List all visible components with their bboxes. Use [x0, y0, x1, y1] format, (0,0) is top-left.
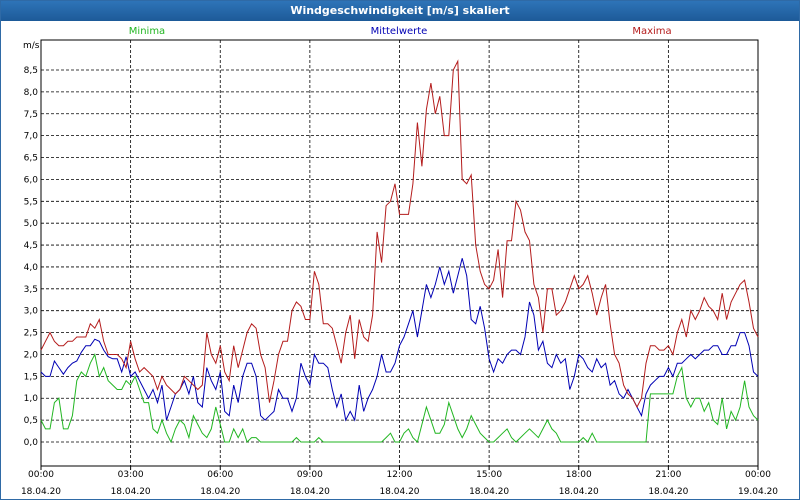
- legend-maxima: Maxima: [632, 26, 671, 37]
- grid: [41, 40, 758, 466]
- x-tick-date: 18.04.20: [21, 487, 61, 497]
- legend-minima: Minima: [129, 26, 165, 37]
- series-line-minima: [40, 353, 759, 444]
- series-line-mittelwerte: [40, 258, 759, 422]
- wind-speed-chart: 8,5 8,0 7,5 7,0 6,5 6,0 5,5 5,0 4,5 4,0 3,5 3,0 2,5 2…: [21, 26, 778, 497]
- x-tick-time: 12:00: [387, 470, 413, 480]
- series-line-maxima: [40, 59, 759, 409]
- x-tick-time: 15:00: [476, 470, 502, 480]
- y-tick-label: 8,5: [24, 66, 38, 76]
- y-axis: 8,5 8,0 7,5 7,0 6,5 6,0 5,5 5,0 4,5 4,0 3,5 3,0 2,5 2…: [24, 66, 39, 448]
- y-tick-label: 5,0: [24, 219, 39, 229]
- series-lines: [40, 59, 759, 444]
- window-title-bar: Windgeschwindigkeit [m/s] skaliert: [1, 1, 799, 21]
- x-tick-time: 06:00: [207, 470, 233, 480]
- y-tick-label: 7,0: [24, 132, 39, 142]
- y-tick-label: 7,5: [24, 110, 38, 120]
- y-tick-label: 2,5: [24, 329, 38, 339]
- x-tick-time: 03:00: [118, 470, 144, 480]
- y-tick-label: 4,0: [24, 263, 39, 273]
- x-tick-time: 21:00: [655, 470, 681, 480]
- x-axis: 00:00 18.04.20 03:00 18.04.20 06:00 18.04.20 0…: [21, 466, 778, 497]
- x-tick-date: 18.04.20: [379, 487, 419, 497]
- y-tick-label: 2,0: [24, 350, 39, 360]
- x-tick-date: 18.04.20: [200, 487, 240, 497]
- y-tick-label: 0,5: [24, 416, 38, 426]
- y-tick-label: 6,5: [24, 154, 38, 164]
- x-tick-date: 18.04.20: [559, 487, 599, 497]
- y-tick-label: 4,5: [24, 241, 38, 251]
- y-tick-label: 8,0: [24, 88, 39, 98]
- x-tick-date: 18.04.20: [648, 487, 688, 497]
- legend-mittelwerte: Mittelwerte: [371, 26, 428, 37]
- y-tick-label: 3,5: [24, 285, 38, 295]
- y-tick-label: 1,0: [24, 394, 39, 404]
- x-tick-time: 18:00: [566, 470, 592, 480]
- y-tick-label: 5,5: [24, 197, 38, 207]
- y-tick-label: 6,0: [24, 175, 39, 185]
- y-tick-label: 3,0: [24, 307, 39, 317]
- y-axis-label: m/s: [23, 41, 40, 51]
- window-title: Windgeschwindigkeit [m/s] skaliert: [290, 4, 510, 17]
- y-tick-label: 1,5: [24, 372, 38, 382]
- x-tick-date: 18.04.20: [290, 487, 330, 497]
- x-tick-date: 18.04.20: [469, 487, 509, 497]
- y-tick-label: 0,0: [24, 438, 39, 448]
- x-tick-date: 19.04.20: [738, 487, 778, 497]
- x-tick-time: 00:00: [745, 470, 771, 480]
- x-tick-time: 00:00: [28, 470, 54, 480]
- x-tick-time: 09:00: [297, 470, 323, 480]
- x-tick-date: 18.04.20: [111, 487, 151, 497]
